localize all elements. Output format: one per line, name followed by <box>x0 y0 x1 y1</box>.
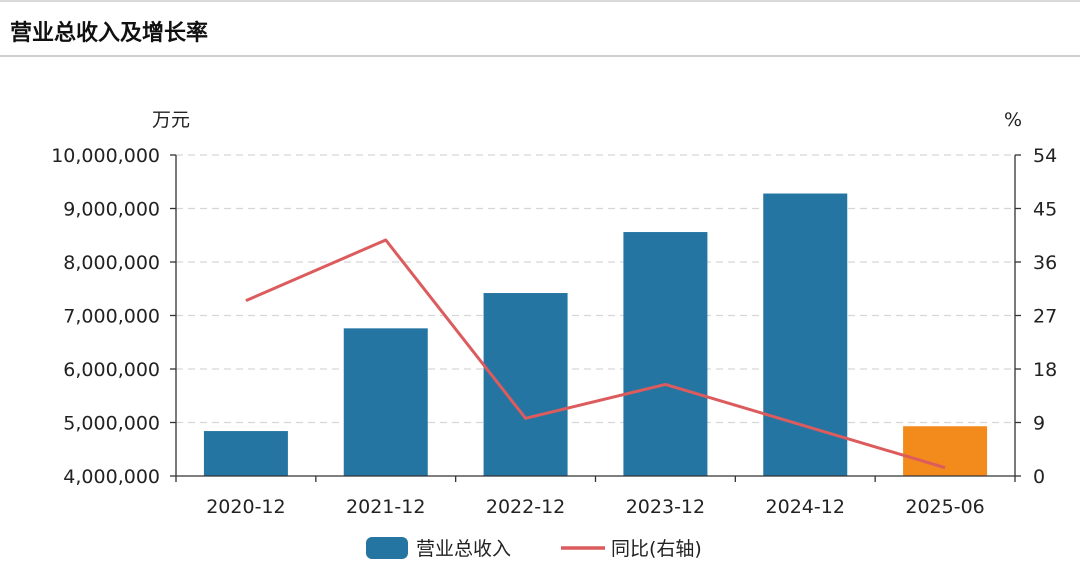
left-axis-unit: 万元 <box>152 109 190 131</box>
bar-2023-12 <box>623 232 708 476</box>
bar-2024-12 <box>763 193 848 476</box>
left-tick-label: 7,000,000 <box>63 306 160 328</box>
chart-header: 营业总收入及增长率 <box>0 0 1080 57</box>
gridlines <box>176 154 1015 424</box>
axes: 4,000,000 5,000,000 6,000,000 7,000,000 8,00… <box>51 109 1057 518</box>
bar-2021-12 <box>343 328 428 476</box>
right-tick-label: 18 <box>1033 359 1057 381</box>
right-tick-label: 54 <box>1033 145 1057 167</box>
left-tick-label: 8,000,000 <box>63 252 160 274</box>
right-tick-label: 27 <box>1033 306 1057 328</box>
left-tick-label: 9,000,000 <box>63 199 160 221</box>
left-tick-label: 10,000,000 <box>51 145 160 167</box>
bars <box>203 193 988 476</box>
bar-2020-12 <box>203 431 288 476</box>
right-tick-label: 9 <box>1033 413 1045 435</box>
right-tick-label: 36 <box>1033 252 1057 274</box>
left-tick-label: 5,000,000 <box>63 413 160 435</box>
x-tick-label: 2022-12 <box>486 496 565 518</box>
left-tick-label: 6,000,000 <box>63 359 160 381</box>
x-tick-label: 2025-06 <box>905 496 984 518</box>
right-axis-unit: % <box>1004 109 1022 131</box>
bar-2025-06 <box>903 426 988 476</box>
growth-line-path <box>245 238 946 470</box>
legend-label-growth: 同比(右轴) <box>611 538 702 560</box>
growth-line <box>245 238 946 470</box>
bar-2022-12 <box>483 293 568 476</box>
right-tick-label: 0 <box>1033 466 1045 488</box>
legend-swatch-revenue <box>366 537 408 559</box>
chart-title: 营业总收入及增长率 <box>10 21 209 46</box>
right-tick-label: 45 <box>1033 199 1057 221</box>
legend: 营业总收入 同比(右轴) <box>366 537 702 560</box>
legend-label-revenue: 营业总收入 <box>416 538 511 560</box>
x-tick-label: 2023-12 <box>626 496 705 518</box>
x-tick-label: 2024-12 <box>766 496 845 518</box>
x-tick-label: 2020-12 <box>206 496 285 518</box>
left-tick-label: 4,000,000 <box>63 466 160 488</box>
x-tick-label: 2021-12 <box>346 496 425 518</box>
